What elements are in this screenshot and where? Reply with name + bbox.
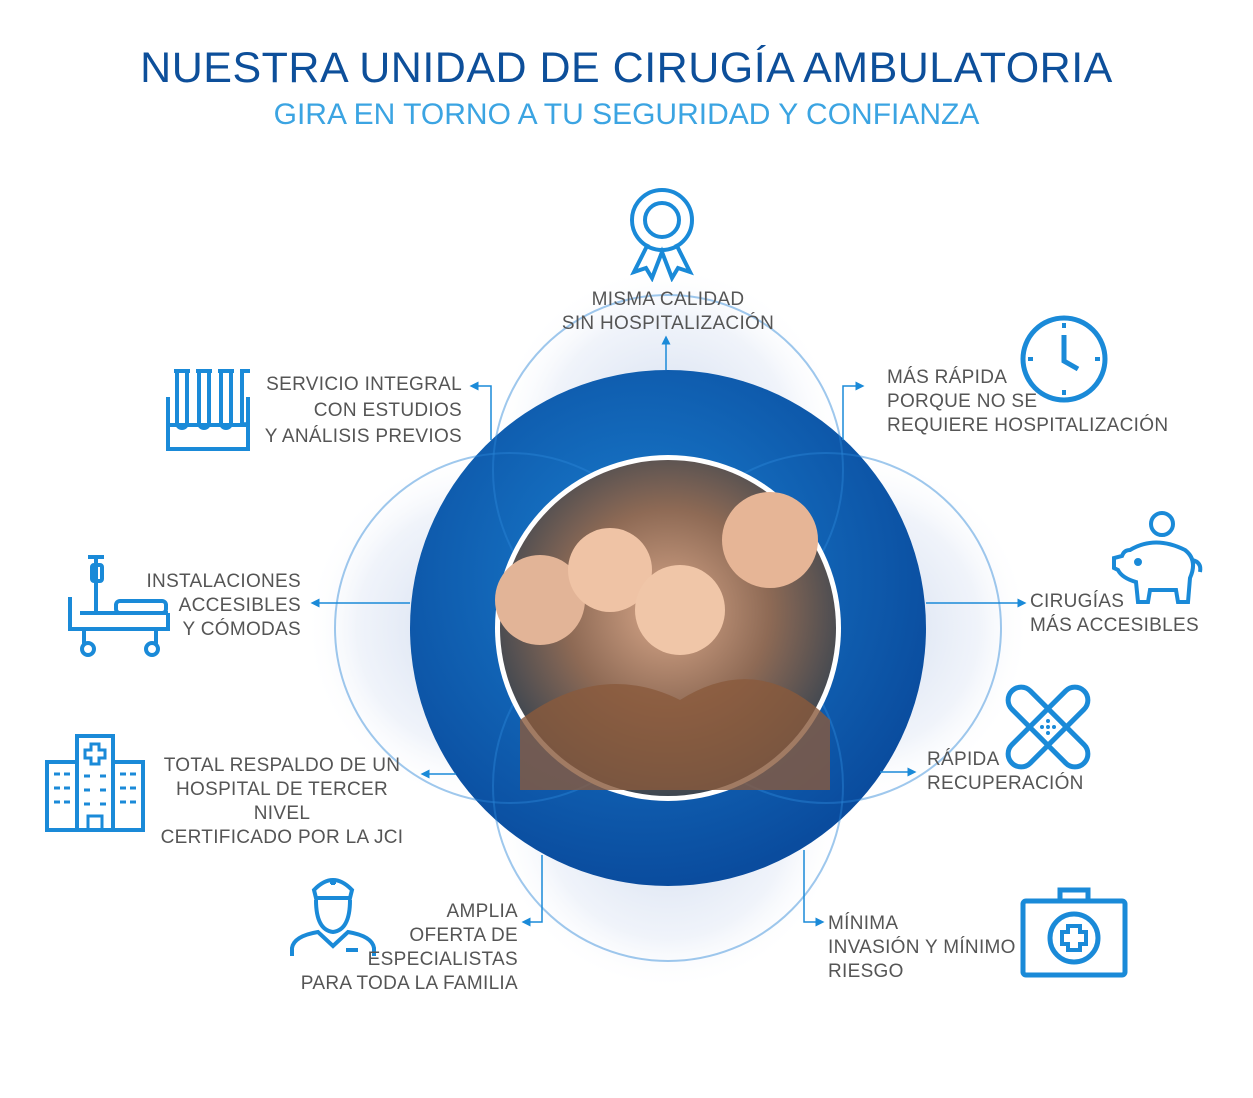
label-line: INSTALACIONES bbox=[146, 571, 301, 592]
family-photo bbox=[495, 460, 836, 796]
hospital-bed-icon bbox=[68, 555, 170, 657]
label-line: TOTAL RESPALDO DE UN bbox=[163, 755, 401, 776]
feature-rapida-recuperacion: RÁPIDA RECUPERACIÓN bbox=[927, 748, 1084, 796]
label-line: Y ANÁLISIS PREVIOS bbox=[264, 426, 462, 447]
label-line: CIRUGÍAS bbox=[1030, 591, 1125, 612]
label-line: CERTIFICADO POR LA JCI bbox=[160, 827, 404, 848]
label-line: PORQUE NO SE bbox=[887, 391, 1038, 412]
label-line: PARA TODA LA FAMILIA bbox=[300, 973, 518, 994]
label-line: MÁS RÁPIDA bbox=[887, 367, 1008, 388]
feature-especialistas: AMPLIA OFERTA DE ESPECIALISTAS PARA TODA… bbox=[260, 900, 518, 996]
label-line: ESPECIALISTAS bbox=[367, 949, 518, 970]
label-line: HOSPITAL DE TERCER NIVEL bbox=[176, 779, 388, 824]
feature-instalaciones: INSTALACIONES ACCESIBLES Y CÓMODAS bbox=[120, 570, 301, 642]
bandage-icon bbox=[1005, 684, 1091, 770]
label-line: MÍNIMA bbox=[828, 913, 899, 934]
label-line: MÁS ACCESIBLES bbox=[1030, 615, 1199, 636]
feature-respaldo-hospital: TOTAL RESPALDO DE UN HOSPITAL DE TERCER … bbox=[146, 754, 418, 850]
feature-servicio-integral: SERVICIO INTEGRAL CON ESTUDIOS Y ANÁLISI… bbox=[240, 372, 462, 450]
feature-mas-rapida: MÁS RÁPIDA PORQUE NO SE REQUIERE HOSPITA… bbox=[887, 366, 1168, 438]
label-line: MISMA CALIDAD bbox=[591, 289, 745, 310]
label-line: RÁPIDA bbox=[927, 749, 1000, 770]
label-line: RIESGO bbox=[828, 961, 904, 982]
first-aid-kit-icon bbox=[1020, 887, 1128, 978]
label-line: AMPLIA bbox=[446, 901, 518, 922]
label-line: OFERTA DE bbox=[409, 925, 518, 946]
test-tubes-icon bbox=[166, 369, 250, 451]
feature-cirugias-accesibles: CIRUGÍAS MÁS ACCESIBLES bbox=[1030, 590, 1199, 638]
label-line: RECUPERACIÓN bbox=[927, 773, 1084, 794]
label-line: SIN HOSPITALIZACIÓN bbox=[561, 313, 775, 334]
feature-minima-invasion: MÍNIMA INVASIÓN Y MÍNIMO RIESGO bbox=[828, 912, 1016, 984]
page-title: NUESTRA UNIDAD DE CIRUGÍA AMBULATORIA bbox=[140, 44, 1113, 92]
label-line: CON ESTUDIOS bbox=[313, 400, 462, 421]
label-line: REQUIERE HOSPITALIZACIÓN bbox=[887, 415, 1169, 436]
label-line: ACCESIBLES bbox=[178, 595, 301, 616]
clock-icon bbox=[1020, 315, 1108, 403]
page-subtitle: GIRA EN TORNO A TU SEGURIDAD Y CONFIANZA bbox=[273, 98, 980, 131]
label-line: SERVICIO INTEGRAL bbox=[266, 374, 462, 395]
hospital-building-icon bbox=[45, 734, 145, 832]
label-line: Y CÓMODAS bbox=[182, 619, 301, 640]
label-line: INVASIÓN Y MÍNIMO bbox=[828, 937, 1016, 958]
nurse-icon bbox=[290, 878, 376, 956]
feature-misma-calidad: MISMA CALIDAD SIN HOSPITALIZACIÓN bbox=[540, 288, 796, 336]
award-ribbon-icon bbox=[630, 188, 694, 282]
connectors bbox=[310, 335, 1027, 927]
piggy-bank-icon bbox=[1112, 511, 1203, 604]
